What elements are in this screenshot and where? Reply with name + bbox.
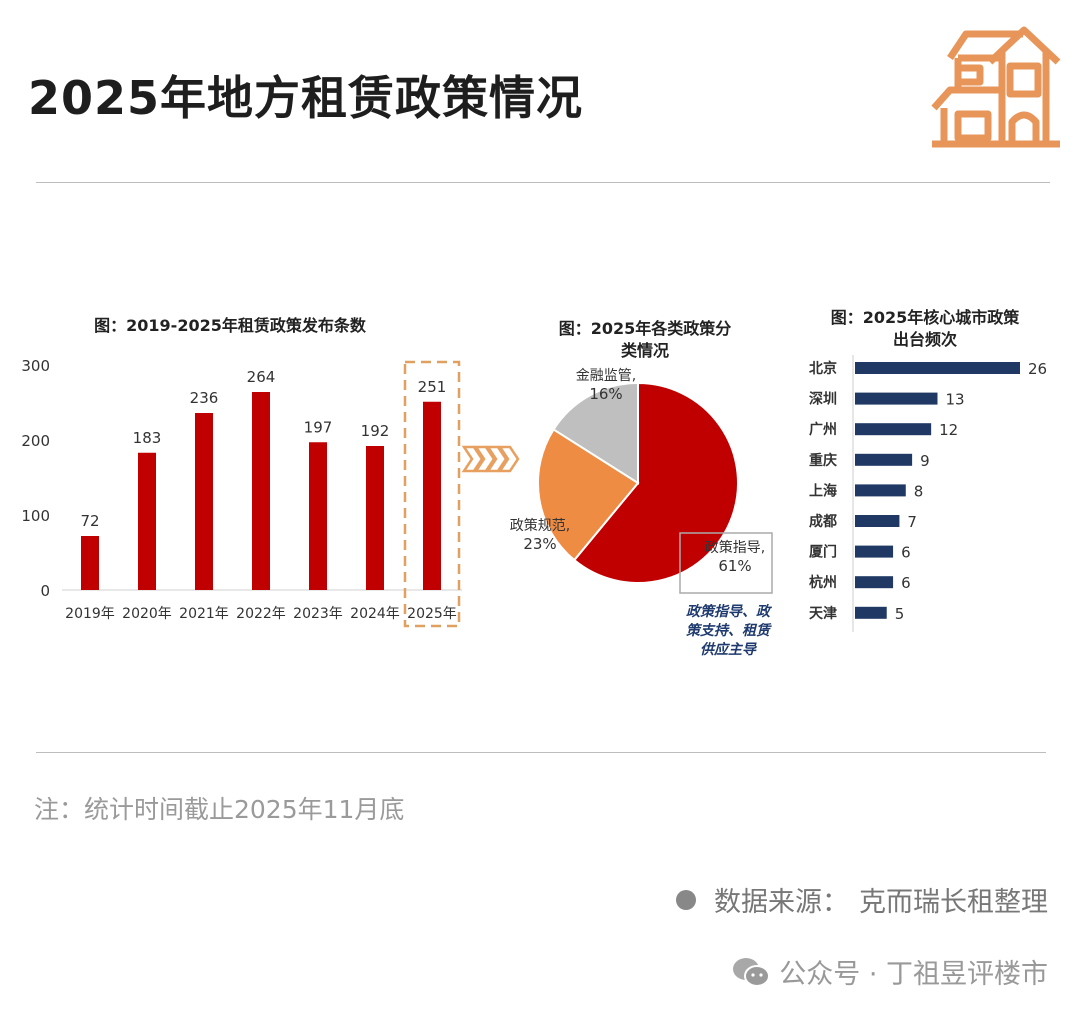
data-label: 183 <box>133 429 162 447</box>
label-box <box>679 532 773 594</box>
city-label: 深圳 <box>809 391 837 408</box>
bar <box>855 423 932 436</box>
data-label: 236 <box>190 389 219 407</box>
slice-label: 政策指导, <box>705 539 765 556</box>
slice-percent: 61% <box>718 557 751 575</box>
city-chart-title: 图：2025年核心城市政策 出台频次 <box>800 307 1050 351</box>
x-tick-label: 2022年 <box>236 606 286 622</box>
data-label: 72 <box>80 512 99 530</box>
slice-percent: 23% <box>523 535 556 553</box>
bar <box>81 536 99 590</box>
bar <box>855 392 938 405</box>
y-tick-label: 100 <box>21 507 50 525</box>
data-label: 5 <box>895 605 905 623</box>
pie-title-line2: 类情况 <box>620 341 669 360</box>
data-label: 192 <box>361 422 390 440</box>
data-label: 8 <box>914 482 924 500</box>
city-label: 上海 <box>809 482 837 499</box>
bar <box>423 401 441 590</box>
data-source: 数据来源： 克而瑞长租整理 <box>676 880 1048 919</box>
bar <box>855 576 894 589</box>
data-label: 6 <box>901 544 911 562</box>
wechat-icon <box>733 957 771 987</box>
chevron-right-icon <box>462 445 520 473</box>
bar-chart: 0 100 200 300 72 2019年 183 2020年 236 2021年 264 2022… <box>21 357 462 628</box>
divider <box>36 752 1046 753</box>
slice-label: 金融监管, <box>576 368 636 384</box>
x-tick-label: 2025年 <box>407 606 457 622</box>
bar <box>855 484 906 497</box>
x-tick-label: 2021年 <box>179 606 229 622</box>
bar <box>252 392 270 590</box>
data-label: 6 <box>901 574 911 592</box>
bar <box>855 515 900 527</box>
city-label: 杭州 <box>809 574 837 591</box>
x-tick-label: 2024年 <box>350 606 400 622</box>
y-tick-label: 300 <box>21 357 50 375</box>
x-tick-label: 2023年 <box>293 606 343 622</box>
highlight-box <box>403 360 461 628</box>
city-title-line2: 出台频次 <box>892 330 957 349</box>
pie-slice <box>537 428 640 562</box>
city-label: 重庆 <box>809 452 837 469</box>
city-title-line1: 图：2025年核心城市政策 <box>830 308 1020 327</box>
source-value: 克而瑞长租整理 <box>859 887 1048 918</box>
annotation-line: 供应主导 <box>700 641 758 658</box>
city-label: 广州 <box>809 421 837 438</box>
city-label: 厦门 <box>809 544 837 561</box>
bar <box>855 545 894 558</box>
footnote: 注：统计时间截止2025年11月底 <box>34 795 405 824</box>
x-tick-label: 2020年 <box>122 606 172 622</box>
source-label: 数据来源： <box>714 887 849 918</box>
data-label: 13 <box>946 391 965 409</box>
y-tick-label: 200 <box>21 432 50 450</box>
pie-title-line1: 图：2025年各类政策分 <box>558 319 732 338</box>
data-label: 197 <box>304 418 333 436</box>
city-label: 天津 <box>809 605 837 622</box>
slice-label: 政策规范, <box>510 517 570 534</box>
data-label: 251 <box>418 378 447 396</box>
account-line: 公众号 · 丁祖昱评楼市 <box>731 952 1048 991</box>
bar <box>195 413 213 590</box>
bar <box>855 453 913 466</box>
y-tick-label: 0 <box>40 582 50 600</box>
data-label: 7 <box>907 513 917 531</box>
data-label: 9 <box>920 452 930 470</box>
data-label: 264 <box>247 368 276 386</box>
pie-slice <box>552 381 639 485</box>
city-label: 北京 <box>809 360 837 377</box>
bullet-icon <box>676 889 696 910</box>
account-name: 公众号 · 丁祖昱评楼市 <box>779 959 1048 990</box>
divider <box>36 182 1050 183</box>
bar <box>138 452 156 590</box>
house-icon <box>931 26 1061 148</box>
city-bar-chart: 北京 26 深圳 13 广州 12 重庆 9 上海 8 成都 7 厦门 6 杭州 6 天津 5 <box>809 355 1047 632</box>
data-label: 26 <box>1028 360 1047 378</box>
data-label: 12 <box>939 421 958 439</box>
annotation-line: 策支持、租赁 <box>686 622 772 639</box>
city-label: 成都 <box>809 513 837 530</box>
page-title: 2025年地方租赁政策情况 <box>28 71 584 125</box>
bar <box>366 446 384 590</box>
annotation-line: 政策指导、政 <box>686 603 773 620</box>
bar-chart-title: 图：2019-2025年租赁政策发布条数 <box>94 316 366 335</box>
x-tick-label: 2019年 <box>65 606 115 622</box>
slice-percent: 16% <box>589 385 622 403</box>
bar <box>309 442 327 590</box>
bar <box>855 606 887 619</box>
pie-chart-title: 图：2025年各类政策分 类情况 <box>520 318 770 362</box>
bar <box>855 362 1020 374</box>
